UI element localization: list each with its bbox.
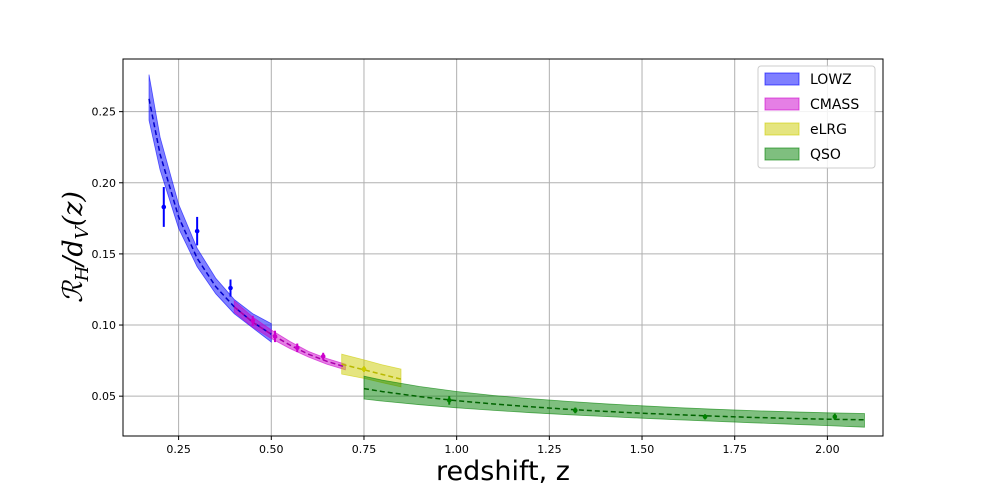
x-tick-label: 1.25 bbox=[537, 443, 562, 456]
band-lowz bbox=[148, 74, 272, 343]
y-axis-ticks: 0.05 0.10 0.15 0.20 0.25 bbox=[92, 106, 123, 403]
x-tick-label: 0.25 bbox=[166, 443, 191, 456]
y-tick-label: 0.15 bbox=[92, 248, 117, 261]
data-point-lowz bbox=[194, 228, 200, 234]
data-point-cmass bbox=[272, 334, 278, 339]
y-label-tail: (z) bbox=[58, 191, 89, 226]
legend: LOWZ CMASS eLRG QSO bbox=[757, 65, 876, 169]
y-label-sub-v: V bbox=[72, 224, 93, 239]
model-curve-elrg bbox=[341, 363, 402, 380]
data-point-elrg bbox=[361, 366, 367, 372]
legend-label-lowz: LOWZ bbox=[810, 72, 852, 88]
y-tick-label: 0.05 bbox=[92, 390, 117, 403]
data-point-cmass bbox=[294, 345, 300, 351]
plot-area bbox=[123, 59, 883, 436]
data-point-cmass bbox=[320, 354, 326, 359]
x-tick-label: 0.50 bbox=[259, 443, 284, 456]
legend-label-cmass: CMASS bbox=[810, 97, 859, 113]
y-label-main: ℛ bbox=[58, 279, 89, 303]
legend-swatch-qso bbox=[764, 147, 800, 161]
legend-swatch-elrg bbox=[764, 122, 800, 136]
x-tick-label: 2.00 bbox=[815, 443, 840, 456]
y-axis-label: ℛH/dV(z) bbox=[58, 191, 93, 303]
plot-frame bbox=[122, 58, 884, 437]
x-tick-label: 1.00 bbox=[444, 443, 469, 456]
data-point-qso bbox=[446, 398, 452, 403]
x-tick-label: 1.50 bbox=[630, 443, 655, 456]
x-tick-label: 1.75 bbox=[722, 443, 747, 456]
data-points bbox=[161, 187, 838, 420]
legend-frame bbox=[757, 65, 876, 169]
x-tick-label: 0.75 bbox=[352, 443, 377, 456]
y-tick-label: 0.10 bbox=[92, 319, 117, 332]
y-label-mid: /d bbox=[58, 239, 89, 268]
data-point-cmass bbox=[250, 318, 256, 324]
x-axis-label: redshift, z bbox=[436, 456, 570, 487]
data-point-qso bbox=[702, 414, 708, 420]
legend-label-qso: QSO bbox=[810, 147, 841, 163]
legend-swatch-cmass bbox=[764, 97, 800, 111]
data-point-lowz bbox=[228, 285, 233, 291]
legend-swatch-lowz bbox=[764, 72, 800, 86]
y-label-sub-h: H bbox=[72, 265, 93, 282]
y-tick-label: 0.25 bbox=[92, 106, 117, 119]
band-qso bbox=[363, 375, 865, 428]
y-tick-label: 0.20 bbox=[92, 177, 117, 190]
legend-label-elrg: eLRG bbox=[810, 122, 847, 138]
grid bbox=[123, 59, 883, 436]
data-point-lowz bbox=[161, 204, 167, 210]
model-curve-qso bbox=[363, 387, 865, 421]
x-axis-ticks: 0.25 0.50 0.75 1.00 1.25 1.50 1.75 2.00 bbox=[166, 436, 840, 456]
data-point-qso bbox=[572, 408, 578, 413]
data-point-qso bbox=[832, 414, 838, 420]
